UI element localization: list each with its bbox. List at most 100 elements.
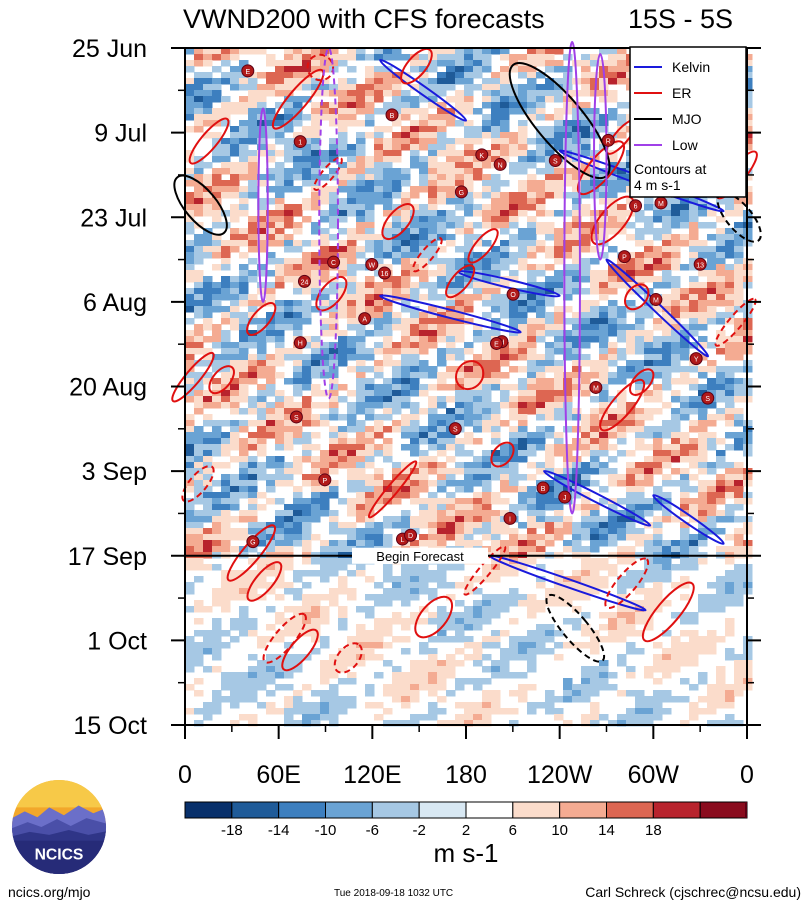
- anomaly-cell: [329, 684, 339, 691]
- anomaly-cell: [482, 690, 492, 697]
- anomaly-cell: [437, 234, 447, 241]
- anomaly-cell: [356, 390, 366, 397]
- anomaly-cell: [644, 534, 654, 541]
- anomaly-cell: [383, 282, 393, 289]
- anomaly-cell: [581, 444, 591, 451]
- anomaly-cell: [329, 198, 339, 205]
- anomaly-cell: [347, 288, 357, 295]
- anomaly-cell: [365, 408, 375, 415]
- anomaly-cell: [473, 174, 483, 181]
- anomaly-cell: [725, 252, 735, 259]
- anomaly-cell: [311, 198, 321, 205]
- anomaly-cell: [284, 630, 294, 637]
- anomaly-cell: [221, 672, 231, 679]
- anomaly-cell: [446, 258, 456, 265]
- anomaly-cell: [194, 294, 204, 301]
- anomaly-cell: [203, 702, 213, 709]
- anomaly-cell: [473, 660, 483, 667]
- anomaly-cell: [536, 210, 546, 217]
- anomaly-cell: [437, 192, 447, 199]
- anomaly-cell: [356, 228, 366, 235]
- anomaly-cell: [581, 120, 591, 127]
- anomaly-cell: [275, 468, 285, 475]
- anomaly-cell: [356, 348, 366, 355]
- anomaly-cell: [491, 666, 501, 673]
- anomaly-cell: [554, 132, 564, 139]
- anomaly-cell: [221, 54, 231, 61]
- anomaly-cell: [644, 570, 654, 577]
- anomaly-cell: [293, 540, 303, 547]
- anomaly-cell: [734, 294, 744, 301]
- anomaly-cell: [392, 144, 402, 151]
- anomaly-cell: [428, 270, 438, 277]
- anomaly-cell: [221, 294, 231, 301]
- anomaly-cell: [419, 672, 429, 679]
- anomaly-cell: [239, 516, 249, 523]
- anomaly-cell: [536, 444, 546, 451]
- anomaly-cell: [725, 624, 735, 631]
- anomaly-cell: [356, 138, 366, 145]
- anomaly-cell: [428, 438, 438, 445]
- anomaly-cell: [617, 372, 627, 379]
- anomaly-cell: [464, 618, 474, 625]
- anomaly-cell: [698, 246, 708, 253]
- anomaly-cell: [266, 156, 276, 163]
- anomaly-cell: [419, 480, 429, 487]
- anomaly-cell: [194, 474, 204, 481]
- anomaly-cell: [491, 546, 501, 553]
- anomaly-cell: [482, 600, 492, 607]
- anomaly-cell: [599, 186, 609, 193]
- anomaly-cell: [500, 84, 510, 91]
- anomaly-cell: [545, 132, 555, 139]
- anomaly-cell: [716, 450, 726, 457]
- anomaly-cell: [392, 594, 402, 601]
- anomaly-cell: [599, 360, 609, 367]
- anomaly-cell: [599, 252, 609, 259]
- anomaly-cell: [239, 528, 249, 535]
- anomaly-cell: [707, 420, 717, 427]
- anomaly-cell: [419, 132, 429, 139]
- anomaly-cell: [311, 570, 321, 577]
- anomaly-cell: [311, 114, 321, 121]
- anomaly-cell: [545, 48, 555, 55]
- anomaly-cell: [302, 378, 312, 385]
- anomaly-cell: [311, 390, 321, 397]
- anomaly-cell: [374, 150, 384, 157]
- anomaly-cell: [590, 258, 600, 265]
- anomaly-cell: [266, 666, 276, 673]
- anomaly-cell: [320, 672, 330, 679]
- anomaly-cell: [455, 486, 465, 493]
- anomaly-cell: [563, 168, 573, 175]
- anomaly-cell: [716, 252, 726, 259]
- anomaly-cell: [311, 276, 321, 283]
- anomaly-cell: [356, 408, 366, 415]
- anomaly-cell: [527, 342, 537, 349]
- anomaly-cell: [554, 486, 564, 493]
- anomaly-cell: [401, 366, 411, 373]
- anomaly-cell: [203, 84, 213, 91]
- anomaly-cell: [599, 684, 609, 691]
- anomaly-cell: [365, 594, 375, 601]
- anomaly-cell: [248, 474, 258, 481]
- anomaly-cell: [293, 120, 303, 127]
- anomaly-cell: [599, 96, 609, 103]
- anomaly-cell: [707, 414, 717, 421]
- anomaly-cell: [446, 240, 456, 247]
- anomaly-cell: [221, 372, 231, 379]
- anomaly-cell: [239, 438, 249, 445]
- anomaly-cell: [347, 252, 357, 259]
- anomaly-cell: [617, 210, 627, 217]
- anomaly-cell: [185, 204, 195, 211]
- anomaly-cell: [518, 354, 528, 361]
- anomaly-cell: [437, 540, 447, 547]
- anomaly-cell: [356, 354, 366, 361]
- anomaly-cell: [581, 66, 591, 73]
- anomaly-cell: [329, 384, 339, 391]
- anomaly-cell: [581, 324, 591, 331]
- anomaly-cell: [518, 366, 528, 373]
- anomaly-cell: [509, 306, 519, 313]
- anomaly-cell: [554, 444, 564, 451]
- anomaly-cell: [437, 258, 447, 265]
- anomaly-cell: [293, 330, 303, 337]
- anomaly-cell: [248, 498, 258, 505]
